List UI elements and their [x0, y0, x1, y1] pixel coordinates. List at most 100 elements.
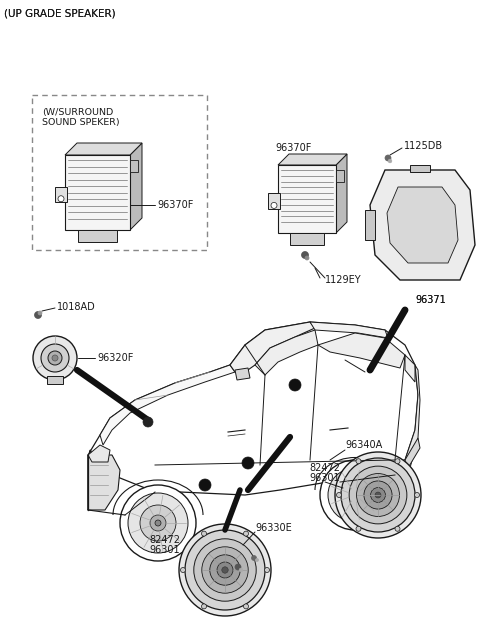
- Circle shape: [35, 311, 41, 319]
- Circle shape: [217, 562, 233, 578]
- Circle shape: [150, 515, 166, 531]
- Circle shape: [52, 355, 58, 361]
- Polygon shape: [395, 365, 420, 475]
- Circle shape: [264, 568, 269, 573]
- Text: 1125DB: 1125DB: [404, 141, 443, 151]
- Circle shape: [185, 530, 265, 610]
- Circle shape: [120, 485, 196, 561]
- Bar: [130, 160, 138, 172]
- Polygon shape: [278, 154, 347, 165]
- Text: 96340A: 96340A: [345, 440, 382, 450]
- Circle shape: [48, 351, 62, 365]
- Text: 1018AD: 1018AD: [57, 302, 96, 312]
- Circle shape: [356, 526, 361, 531]
- Circle shape: [339, 479, 371, 511]
- Circle shape: [194, 539, 256, 601]
- Circle shape: [375, 492, 381, 498]
- Circle shape: [155, 520, 161, 526]
- Circle shape: [335, 452, 421, 538]
- Polygon shape: [65, 143, 142, 155]
- Circle shape: [41, 344, 69, 372]
- Bar: [78, 230, 117, 242]
- Bar: [32, 95, 207, 250]
- Circle shape: [305, 256, 309, 260]
- Polygon shape: [310, 322, 388, 338]
- Circle shape: [271, 202, 277, 209]
- Circle shape: [395, 526, 400, 531]
- Text: (UP GRADE SPEAKER): (UP GRADE SPEAKER): [4, 8, 116, 18]
- Bar: [47, 376, 63, 384]
- Circle shape: [388, 159, 392, 163]
- Circle shape: [415, 493, 420, 498]
- Circle shape: [242, 457, 254, 469]
- Circle shape: [336, 493, 341, 498]
- Circle shape: [364, 481, 392, 509]
- Circle shape: [202, 531, 206, 536]
- Circle shape: [58, 196, 64, 202]
- Circle shape: [371, 488, 385, 503]
- Text: 96301: 96301: [310, 473, 340, 483]
- Text: 82472: 82472: [310, 463, 340, 473]
- Circle shape: [239, 568, 243, 572]
- Text: 96320F: 96320F: [97, 353, 133, 363]
- Circle shape: [235, 564, 241, 570]
- Text: 96330E: 96330E: [255, 523, 292, 533]
- Polygon shape: [336, 154, 347, 233]
- Bar: [65, 155, 130, 230]
- Polygon shape: [88, 322, 418, 510]
- Polygon shape: [100, 365, 235, 445]
- Circle shape: [243, 531, 249, 536]
- Circle shape: [341, 458, 415, 532]
- Circle shape: [289, 379, 301, 391]
- Circle shape: [252, 555, 256, 560]
- Text: 96371: 96371: [415, 295, 446, 305]
- Polygon shape: [235, 368, 250, 380]
- Polygon shape: [370, 170, 475, 280]
- Circle shape: [143, 417, 153, 427]
- Polygon shape: [318, 333, 405, 368]
- Circle shape: [328, 468, 382, 522]
- Polygon shape: [130, 143, 142, 230]
- Polygon shape: [405, 355, 415, 382]
- Text: 96301: 96301: [150, 545, 180, 555]
- Polygon shape: [410, 165, 430, 172]
- Circle shape: [301, 251, 309, 259]
- Circle shape: [222, 567, 228, 573]
- Circle shape: [348, 488, 362, 502]
- Circle shape: [128, 493, 188, 553]
- Circle shape: [179, 524, 271, 616]
- Text: (UP GRADE SPEAKER): (UP GRADE SPEAKER): [4, 8, 116, 18]
- Polygon shape: [255, 330, 318, 375]
- Text: 82472: 82472: [149, 535, 180, 545]
- Text: 1129EY: 1129EY: [325, 275, 361, 285]
- Polygon shape: [230, 322, 315, 372]
- Circle shape: [210, 555, 240, 585]
- Circle shape: [33, 336, 77, 380]
- Circle shape: [349, 466, 407, 524]
- Circle shape: [140, 505, 176, 541]
- Text: 96370F: 96370F: [157, 200, 193, 210]
- Polygon shape: [387, 187, 458, 263]
- Polygon shape: [365, 210, 375, 240]
- Bar: [55, 187, 67, 202]
- Text: 96370F: 96370F: [275, 143, 312, 153]
- Text: (W/SURROUND
SOUND SPEKER): (W/SURROUND SOUND SPEKER): [42, 108, 120, 128]
- Circle shape: [357, 474, 399, 516]
- Circle shape: [180, 568, 185, 573]
- Circle shape: [199, 479, 211, 491]
- Circle shape: [202, 547, 248, 593]
- Polygon shape: [88, 445, 110, 462]
- Circle shape: [38, 311, 42, 315]
- Circle shape: [243, 604, 249, 609]
- Polygon shape: [88, 455, 120, 510]
- Text: 96371: 96371: [415, 295, 446, 305]
- Circle shape: [320, 460, 390, 530]
- Circle shape: [202, 604, 206, 609]
- Circle shape: [352, 492, 358, 498]
- Circle shape: [385, 155, 391, 161]
- Bar: [289, 233, 324, 245]
- Bar: [336, 170, 344, 182]
- Circle shape: [356, 459, 361, 464]
- Circle shape: [255, 558, 259, 561]
- Bar: [278, 165, 336, 233]
